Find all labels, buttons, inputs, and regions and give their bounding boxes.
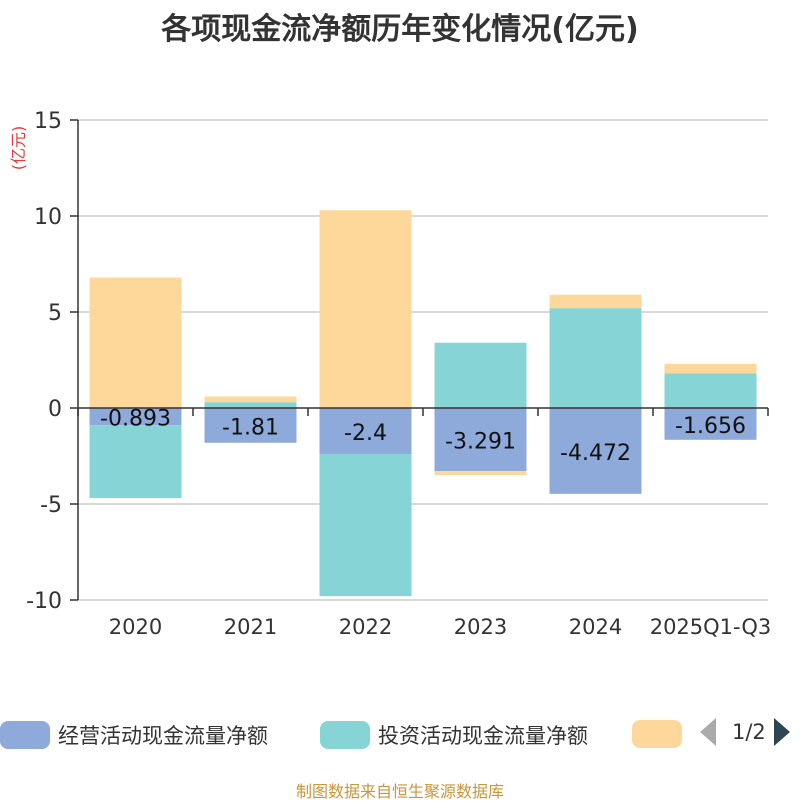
y-tick-label: -5: [40, 493, 62, 518]
bar-series-0: [549, 408, 642, 494]
data-label: -1.81: [222, 415, 279, 440]
data-label: -0.893: [100, 407, 171, 432]
legend-page-indicator: 1/2: [732, 720, 766, 744]
chart-area: -10 -5 0 5 10 15 (亿元) 2020 2021 2022 2023 2024 2025Q…: [9, 109, 771, 639]
bar-series-2: [204, 396, 297, 403]
bar-series-1: [204, 402, 297, 408]
bar-series-0: [89, 408, 182, 426]
bars: [89, 210, 757, 597]
y-axis-label: (亿元): [9, 126, 28, 171]
x-tick-label: 2020: [109, 615, 162, 639]
legend-swatch-operating: [0, 721, 50, 749]
bar-series-2: [549, 294, 642, 309]
legend: 经营活动现金流量净额 投资活动现金流量净额 1/2: [0, 712, 800, 756]
bar-series-2: [319, 210, 412, 408]
data-label: -1.656: [675, 414, 746, 439]
legend-pager: 1/2: [700, 718, 790, 746]
x-tick-label: 2023: [454, 615, 507, 639]
bar-series-2: [434, 471, 527, 476]
y-tick-label: 15: [34, 109, 62, 134]
x-tick-label: 2021: [224, 615, 277, 639]
bar-series-2: [89, 277, 182, 408]
y-tick-label: -10: [26, 589, 62, 614]
x-tick-label: 2022: [339, 615, 392, 639]
bar-series-1: [434, 342, 527, 408]
bar-series-0: [319, 408, 412, 455]
bar-series-0: [434, 408, 527, 472]
data-label: -4.472: [560, 441, 631, 466]
axes: -10 -5 0 5 10 15 (亿元) 2020 2021 2022 2023 2024 2025Q…: [9, 109, 771, 639]
legend-swatch-financing: [632, 720, 682, 748]
pager-prev-icon[interactable]: [700, 718, 716, 746]
data-labels: -0.893 -1.81 -2.4 -3.291 -4.472 -1.656: [100, 407, 746, 466]
bar-series-1: [549, 308, 642, 408]
bar-series-1: [664, 373, 757, 408]
pager-next-icon[interactable]: [773, 718, 790, 746]
legend-item-financing[interactable]: [632, 720, 690, 748]
bar-series-1: [319, 454, 412, 597]
legend-label-operating: 经营活动现金流量净额: [58, 724, 268, 748]
source-footer: 制图数据来自恒生聚源数据库: [295, 782, 504, 801]
y-tick-label: 5: [48, 301, 62, 326]
bar-series-2: [664, 363, 757, 374]
legend-swatch-investing: [320, 721, 370, 749]
bar-series-1: [89, 425, 182, 499]
x-tick-label: 2025Q1-Q3: [650, 615, 772, 639]
legend-label-investing: 投资活动现金流量净额: [378, 724, 588, 748]
chart-title: 各项现金流净额历年变化情况(亿元): [161, 12, 639, 47]
x-tick-label: 2024: [569, 615, 622, 639]
legend-item-operating[interactable]: 经营活动现金流量净额: [0, 720, 268, 750]
y-tick-label: 0: [48, 397, 62, 422]
legend-item-investing[interactable]: 投资活动现金流量净额: [320, 720, 588, 750]
gridlines: [78, 119, 768, 601]
data-label: -3.291: [445, 430, 516, 455]
y-tick-label: 10: [34, 205, 62, 230]
bar-series-0: [204, 408, 297, 443]
bar-series-0: [664, 408, 757, 440]
data-label: -2.4: [344, 421, 387, 446]
